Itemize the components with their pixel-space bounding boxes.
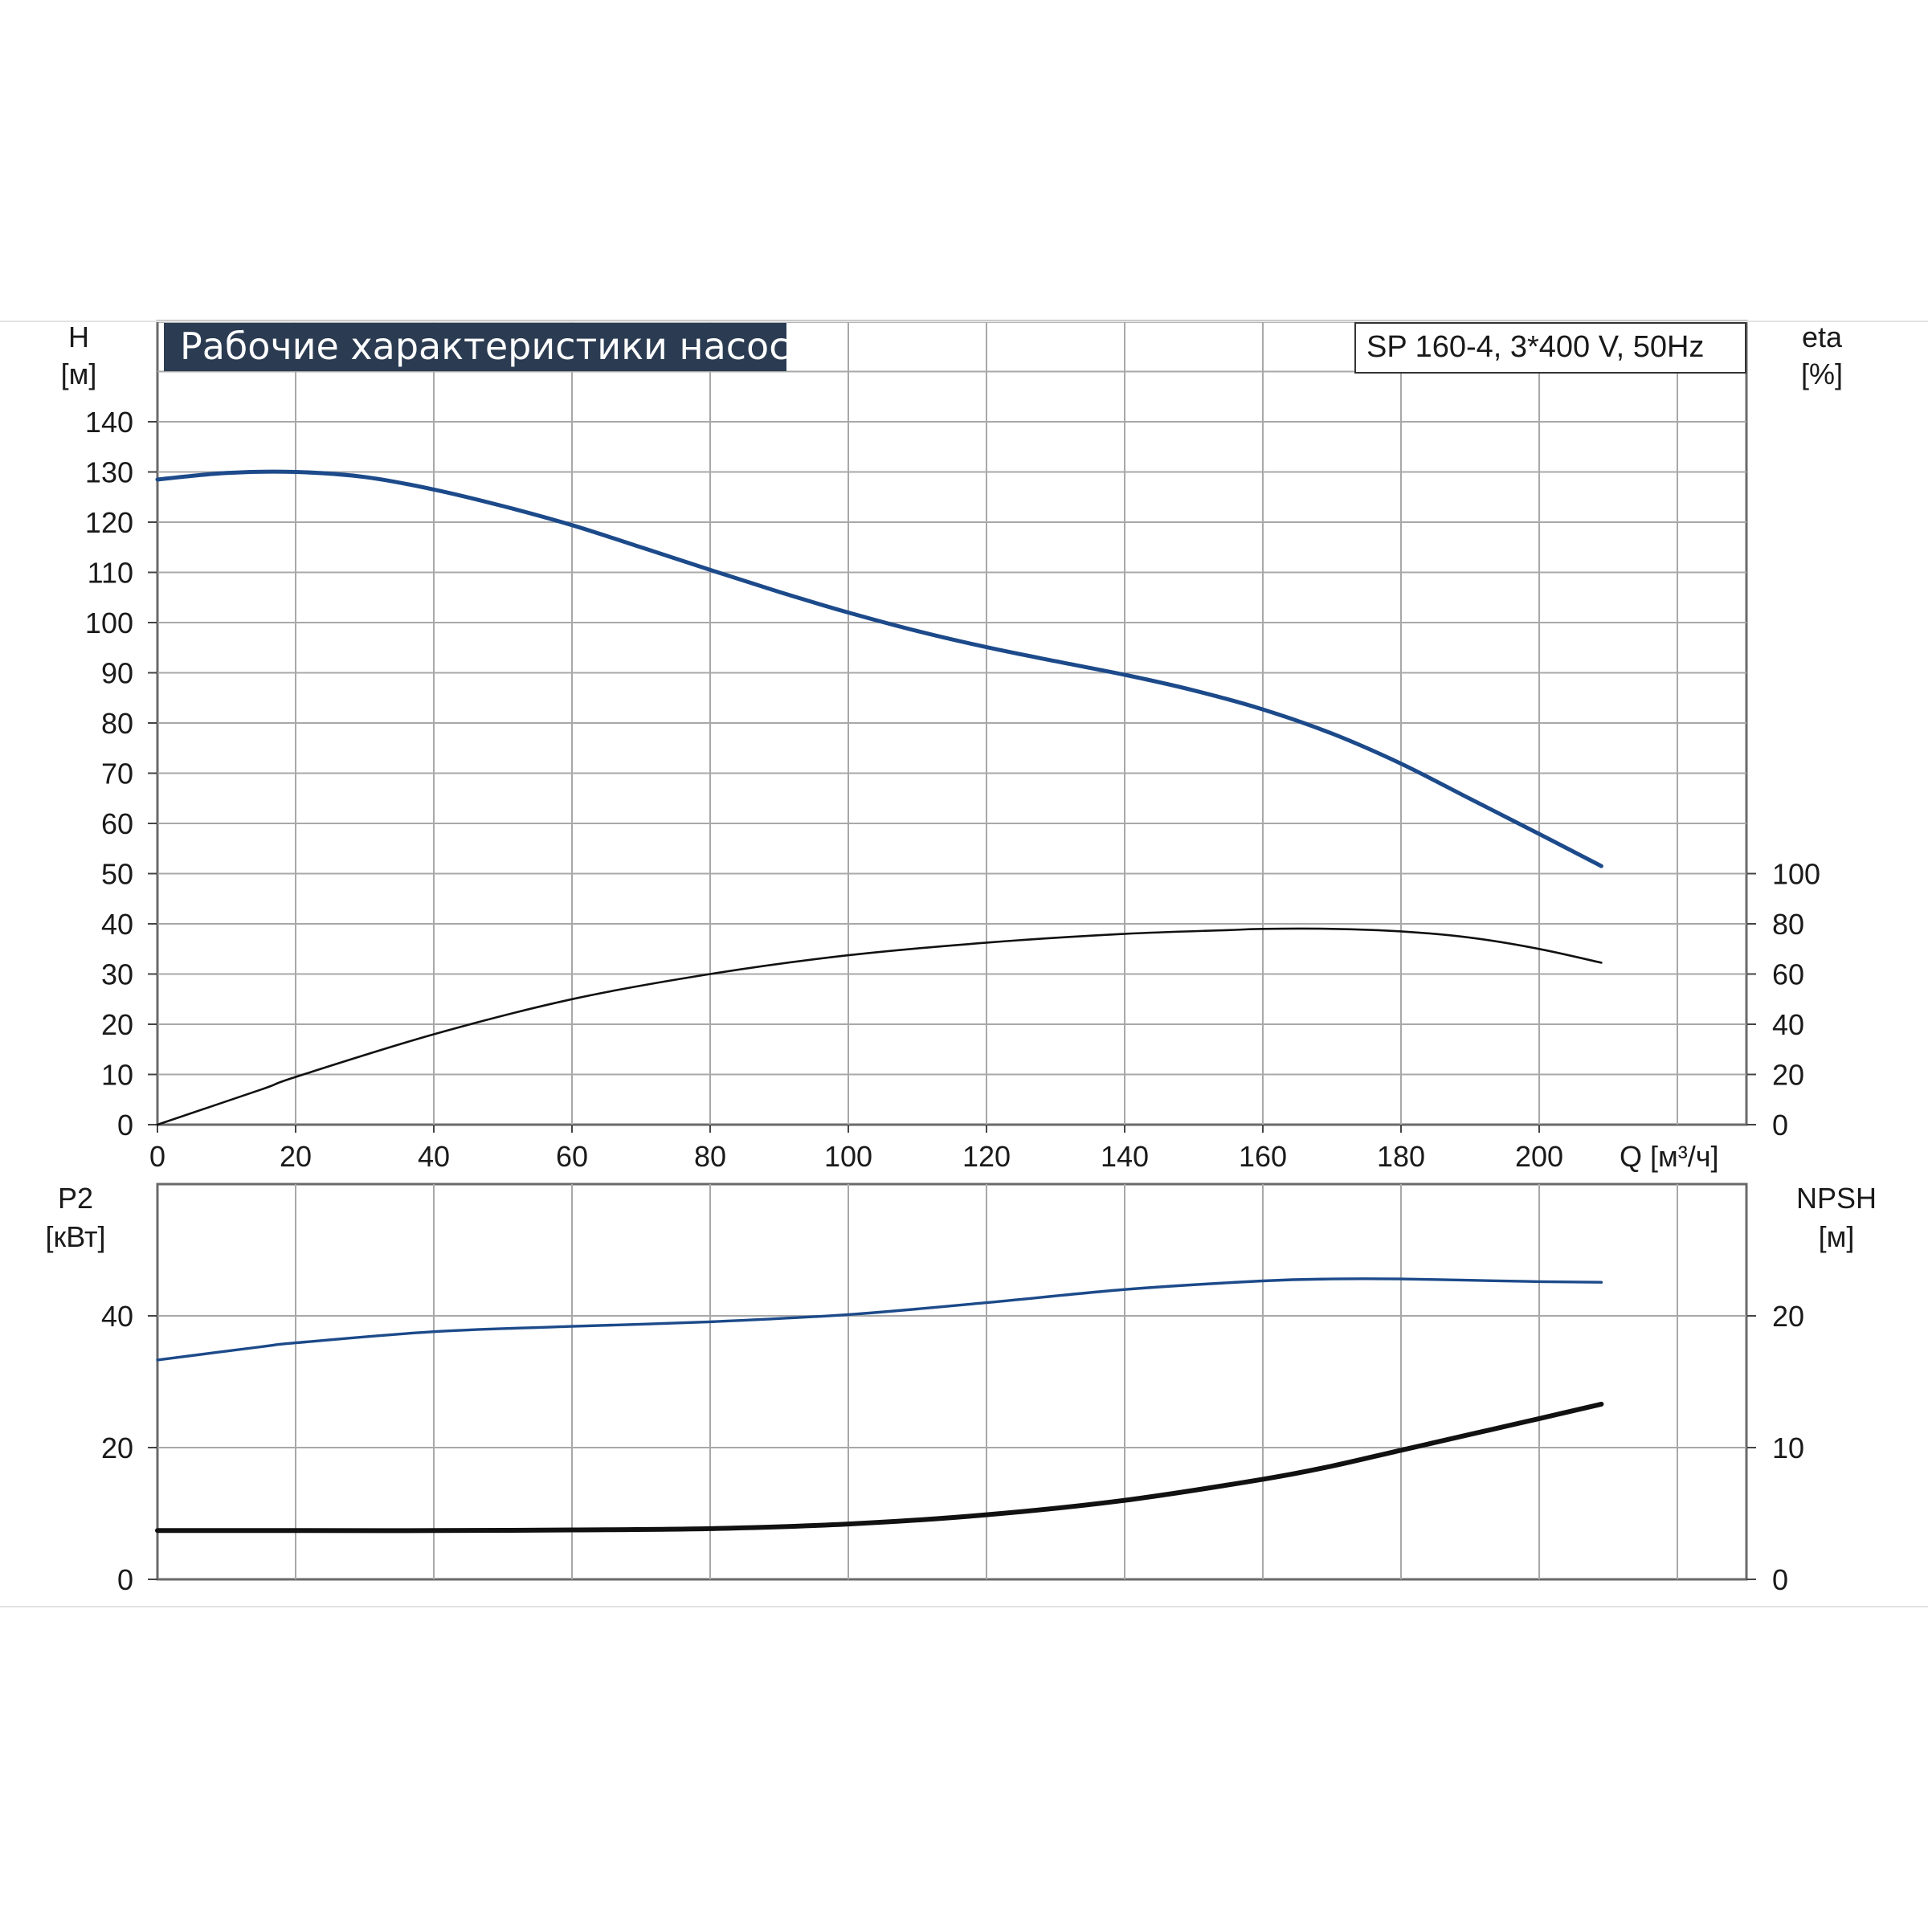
chart-title: Рабочие характеристики насоса (180, 325, 812, 368)
top-frame-line (0, 321, 1928, 322)
head-axis-unit: [м] (61, 357, 97, 390)
top-grid (157, 321, 1746, 1125)
top-right-tick-label: 0 (1772, 1109, 1788, 1142)
top-left-tick-label: 20 (101, 1008, 133, 1041)
efficiency-axis-unit: [%] (1801, 357, 1843, 390)
bottom-tick-labels: 0 20 40 0 10 20 (101, 1300, 1804, 1596)
top-right-tick-label: 20 (1772, 1059, 1804, 1092)
top-left-tick-label: 120 (85, 506, 133, 539)
flow-axis-label: Q [м³/ч] (1620, 1140, 1719, 1173)
top-left-tick-label: 90 (101, 657, 133, 690)
head-curve (155, 469, 1603, 868)
efficiency-axis-label: eta (1802, 321, 1843, 353)
top-x-tick-label: 160 (1239, 1140, 1287, 1173)
bottom-right-tick-label: 20 (1772, 1300, 1804, 1333)
top-x-tick-label: 180 (1377, 1140, 1425, 1173)
efficiency-curve (156, 927, 1603, 1126)
top-x-tick-label: 100 (824, 1140, 872, 1173)
power-curve (156, 1277, 1603, 1362)
top-left-tick-label: 140 (85, 406, 133, 439)
top-left-tick-label: 30 (101, 958, 133, 991)
top-x-tick-label: 200 (1515, 1140, 1563, 1173)
top-left-tick-label: 60 (101, 807, 133, 840)
power-axis-unit: [кВт] (45, 1220, 105, 1253)
title-banner (164, 323, 786, 371)
head-axis-label: H (68, 321, 89, 353)
top-x-tick-label: 20 (280, 1140, 312, 1173)
top-tick-labels: 0 10 20 30 40 50 60 70 80 90 100 110 120 130 140 0 20 40 6… (85, 406, 1820, 1173)
top-left-tick-label: 50 (101, 858, 133, 891)
npsh-axis-unit: [м] (1819, 1220, 1855, 1253)
npsh-axis-label: NPSH (1796, 1182, 1877, 1215)
model-label: SP 160-4, 3*400 V, 50Hz (1366, 330, 1704, 364)
bottom-series (155, 1277, 1604, 1534)
bottom-left-tick-label: 40 (101, 1300, 133, 1333)
top-left-tick-label: 10 (101, 1059, 133, 1092)
top-left-tick-label: 0 (117, 1109, 133, 1142)
top-x-tick-label: 60 (556, 1140, 588, 1173)
top-left-tick-label: 40 (101, 908, 133, 941)
top-x-tick-label: 0 (149, 1140, 165, 1173)
top-x-tick-label: 140 (1101, 1140, 1149, 1173)
power-axis-label: P2 (58, 1182, 93, 1215)
top-right-tick-label: 80 (1772, 908, 1804, 941)
top-right-tick-label: 100 (1772, 858, 1820, 891)
top-left-tick-label: 70 (101, 758, 133, 790)
top-left-tick-label: 130 (85, 456, 133, 489)
top-x-tick-label: 80 (694, 1140, 726, 1173)
bottom-right-tick-label: 10 (1772, 1432, 1804, 1464)
bottom-right-tick-label: 0 (1772, 1563, 1788, 1596)
top-right-tick-label: 60 (1772, 958, 1804, 991)
top-right-tick-label: 40 (1772, 1008, 1804, 1041)
bottom-grid (157, 1184, 1746, 1579)
npsh-curve (155, 1401, 1604, 1534)
top-left-tick-label: 80 (101, 707, 133, 740)
top-x-tick-label: 40 (418, 1140, 450, 1173)
model-box (1354, 322, 1746, 374)
bottom-left-tick-label: 20 (101, 1432, 133, 1464)
bottom-plot-area (156, 1182, 1748, 1581)
top-left-tick-label: 110 (88, 557, 133, 590)
top-left-tick-label: 100 (85, 607, 133, 639)
top-x-tick-label: 120 (962, 1140, 1011, 1173)
bottom-frame-line (0, 1606, 1928, 1607)
bottom-left-tick-label: 0 (117, 1563, 133, 1596)
top-series (155, 469, 1603, 1126)
